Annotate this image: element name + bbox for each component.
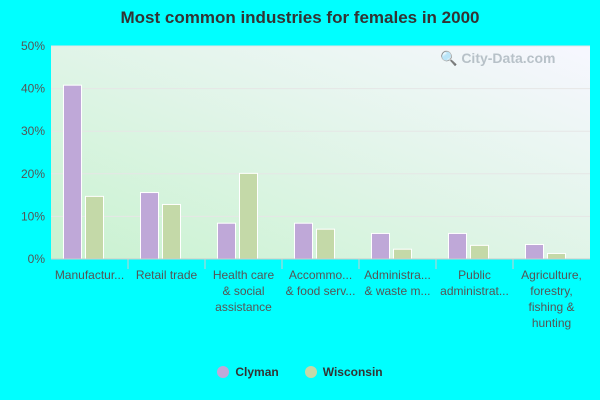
legend-label: Clyman	[235, 365, 279, 379]
bar-wisconsin	[393, 248, 412, 260]
x-category-label: forestry,	[530, 284, 572, 298]
y-tick-label: 50%	[21, 39, 45, 53]
x-category-label: & waste m...	[364, 284, 430, 298]
legend-swatch	[217, 366, 230, 378]
y-tick-label: 40%	[21, 82, 45, 96]
x-category-label: & social	[222, 284, 264, 298]
chart-title: Most common industries for females in 20…	[120, 8, 480, 27]
bar-wisconsin	[239, 172, 258, 260]
x-category-label: administrat...	[440, 284, 509, 298]
bar-wisconsin	[85, 195, 104, 260]
legend: Clyman Wisconsin	[0, 365, 600, 379]
legend-label: Wisconsin	[322, 365, 383, 379]
bar-clyman	[448, 232, 467, 260]
x-category-label: Agriculture,	[521, 268, 582, 282]
legend-item-clyman: Clyman	[217, 365, 279, 379]
x-category-label: Administra...	[364, 268, 431, 282]
x-category-label: & food serv...	[286, 284, 356, 298]
x-category-label: Manufactur...	[55, 268, 124, 282]
legend-item-wisconsin: Wisconsin	[304, 365, 383, 379]
bar-clyman	[63, 84, 82, 260]
x-category-label: Health care	[213, 268, 275, 282]
legend-swatch	[304, 366, 317, 378]
y-tick-label: 30%	[21, 124, 45, 138]
bar-wisconsin	[316, 228, 335, 260]
bar-clyman	[140, 192, 159, 260]
x-category-label: Retail trade	[136, 268, 198, 282]
y-tick-label: 10%	[21, 209, 45, 223]
x-category-label: Public	[458, 268, 491, 282]
bar-clyman	[371, 232, 390, 260]
x-category-label: assistance	[215, 300, 272, 314]
x-category-label: hunting	[532, 316, 571, 330]
bar-clyman	[294, 222, 313, 260]
y-tick-label: 20%	[21, 167, 45, 181]
x-category-label: Accommo...	[289, 268, 352, 282]
bar-clyman	[525, 244, 544, 260]
y-tick-label: 0%	[28, 252, 46, 266]
plot-area	[51, 46, 590, 259]
bar-clyman	[217, 222, 236, 260]
bar-wisconsin	[162, 203, 181, 260]
x-category-label: fishing &	[528, 300, 574, 314]
watermark-logo: 🔍 City-Data.com	[440, 50, 556, 66]
bar-wisconsin	[470, 244, 489, 260]
bar-wisconsin	[547, 252, 566, 260]
